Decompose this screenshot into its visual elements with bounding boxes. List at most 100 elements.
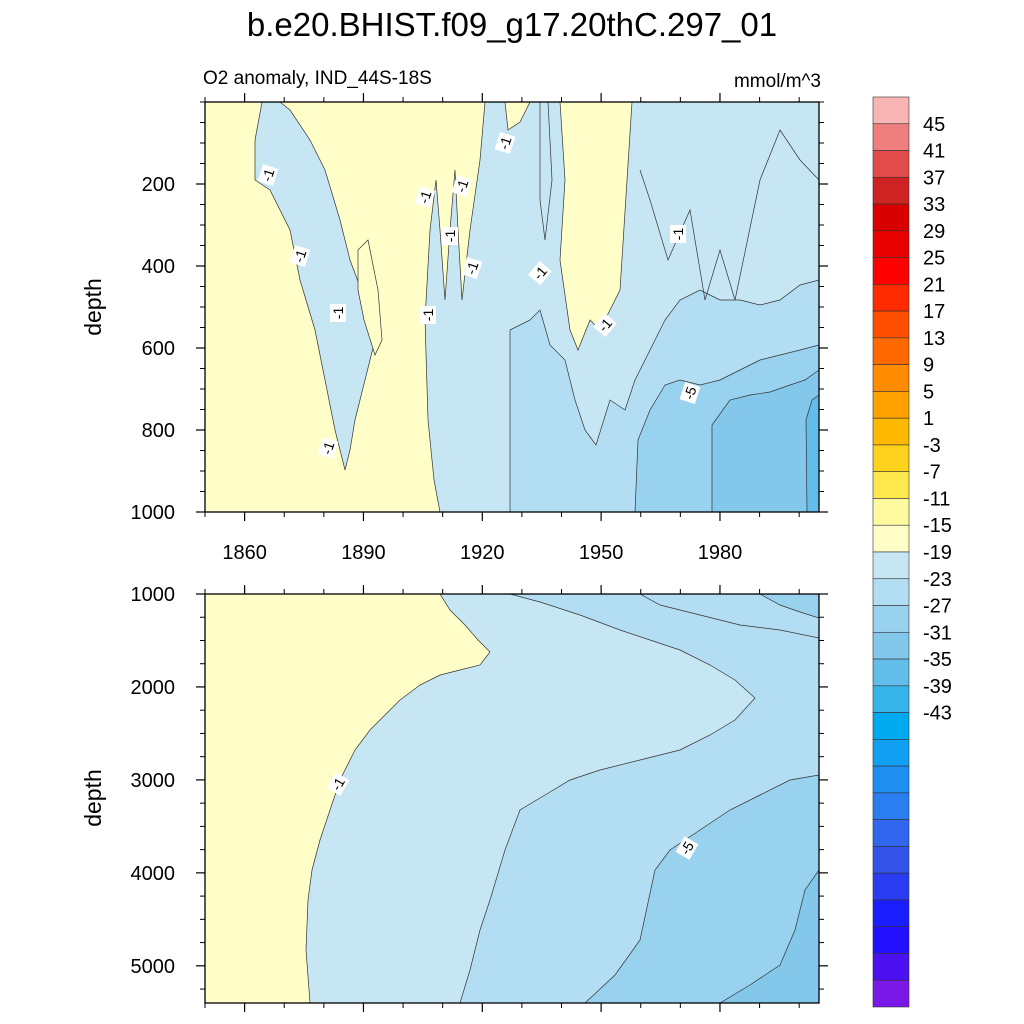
- colorbar-label: -35: [923, 649, 952, 671]
- colorbar-swatch: [872, 498, 910, 526]
- svg-text:-1: -1: [330, 307, 346, 320]
- lower-band-neg7: [719, 869, 819, 1003]
- colorbar-swatch: [872, 551, 910, 580]
- units-label: mmol/m^3: [734, 71, 821, 92]
- lower-ytick-label: 3000: [131, 770, 176, 792]
- colorbar-swatch: [872, 524, 910, 553]
- colorbar-label: 25: [923, 248, 945, 270]
- colorbar-label: 5: [923, 381, 934, 403]
- colorbar-label: -7: [923, 462, 941, 484]
- colorbar-swatch: [872, 605, 910, 633]
- contour-label: -1: [326, 772, 350, 796]
- colorbar-swatch: [872, 230, 910, 258]
- upper-panel: 1860 1890 1920 1950 1980 200 400 600 800 1000 dep…: [80, 93, 828, 564]
- upper-xtick-label: 1890: [341, 542, 386, 564]
- upper-ytick-label: 200: [142, 174, 175, 196]
- upper-band-neg9: [805, 394, 819, 512]
- colorbar-swatch: [872, 792, 910, 820]
- upper-xtick-label: 1950: [579, 542, 624, 564]
- upper-ylabel: depth: [80, 278, 106, 336]
- lower-band-neg5-top: [639, 594, 819, 639]
- colorbar-swatch: [872, 926, 910, 954]
- colorbar-swatch: [872, 284, 910, 312]
- colorbar-label: 29: [923, 221, 945, 243]
- contour-label: -1: [451, 174, 473, 198]
- contour-label: -1: [670, 225, 686, 243]
- colorbar-swatch: [872, 658, 910, 687]
- colorbar-label: -23: [923, 569, 952, 591]
- colorbar-swatch: [872, 685, 910, 713]
- lower-ytick-label: 2000: [131, 677, 176, 699]
- contour-label: -1: [528, 260, 552, 286]
- colorbar-swatch: [872, 578, 910, 606]
- colorbar-label: -43: [923, 703, 952, 725]
- colorbar-label: -27: [923, 596, 952, 618]
- colorbar-label: 21: [923, 274, 945, 296]
- colorbar-swatch: [872, 391, 910, 419]
- svg-text:-1: -1: [442, 230, 458, 243]
- colorbar-label: -31: [923, 622, 952, 644]
- lower-band-neg7-top: [759, 594, 819, 619]
- colorbar-label: 33: [923, 194, 945, 216]
- colorbar-label: 13: [923, 328, 945, 350]
- contour-label: -1: [289, 244, 311, 268]
- colorbar-label: 1: [923, 408, 934, 430]
- upper-ytick-label: 600: [142, 338, 175, 360]
- colorbar-swatch: [872, 444, 910, 473]
- svg-text:-1: -1: [495, 134, 514, 151]
- svg-text:-1: -1: [415, 188, 434, 205]
- upper-xtick-label: 1920: [460, 542, 505, 564]
- lower-band-pos: [205, 594, 491, 1003]
- contour-label: -1: [442, 227, 458, 245]
- colorbar-swatch: [872, 765, 910, 794]
- colorbar-swatch: [872, 979, 910, 1008]
- upper-band-neg3-wisp: [639, 129, 819, 301]
- colorbar-swatch: [872, 872, 910, 901]
- colorbar-swatch: [872, 712, 910, 740]
- colorbar-label: 9: [923, 355, 934, 377]
- contour-label: -1: [330, 304, 346, 322]
- upper-band-neg7: [711, 369, 819, 512]
- upper-band-neg1-strip: [539, 102, 553, 241]
- chart-title: b.e20.BHIST.f09_g17.20thC.297_01: [247, 6, 777, 43]
- colorbar-swatch: [872, 176, 910, 205]
- lower-frame: [204, 593, 820, 1004]
- contour-labels: -1 -1 -1 -1 -1 -1 -1 -1 -1 -1 -1 -1 -1 -5 -1 -5: [257, 131, 701, 860]
- colorbar-swatch: [872, 203, 910, 232]
- colorbar-swatch: [872, 819, 910, 847]
- colorbar-label: -19: [923, 542, 952, 564]
- svg-text:-1: -1: [258, 166, 277, 183]
- svg-text:-1: -1: [290, 247, 309, 264]
- colorbar-swatch: [872, 150, 910, 178]
- contour-label: -1: [494, 131, 516, 155]
- colorbar-swatch: [872, 337, 910, 365]
- colorbar-swatch: [872, 123, 910, 151]
- svg-text:-5: -5: [680, 384, 699, 401]
- colorbar-swatch: [872, 899, 910, 928]
- contour-label: -5: [679, 381, 701, 405]
- upper-ytick-label: 800: [142, 420, 175, 442]
- upper-ytick-label: 1000: [131, 502, 176, 524]
- colorbar-label: 45: [923, 114, 945, 136]
- svg-text:-1: -1: [452, 177, 471, 194]
- colorbar-label: -3: [923, 435, 941, 457]
- colorbar-label: 17: [923, 301, 945, 323]
- lower-ylabel: depth: [80, 769, 106, 827]
- colorbar-swatch: [872, 364, 910, 392]
- svg-text:-1: -1: [670, 228, 686, 241]
- svg-text:-1: -1: [462, 259, 481, 276]
- upper-xtick-label: 1860: [222, 542, 267, 564]
- contour-label: -5: [675, 836, 699, 860]
- chart-subtitle: O2 anomaly, IND_44S-18S: [203, 68, 432, 89]
- contour-label: -1: [317, 436, 339, 460]
- contour-label: -1: [420, 306, 436, 324]
- colorbar-swatch: [872, 96, 910, 125]
- upper-xtick-label: 1980: [698, 542, 743, 564]
- colorbar-swatch: [872, 846, 910, 874]
- colorbar-swatch: [872, 739, 910, 767]
- lower-ytick-label: 1000: [131, 584, 176, 606]
- contour-label: -1: [593, 312, 617, 338]
- upper-ytick-label: 400: [142, 256, 175, 278]
- contour-label: -1: [414, 185, 436, 209]
